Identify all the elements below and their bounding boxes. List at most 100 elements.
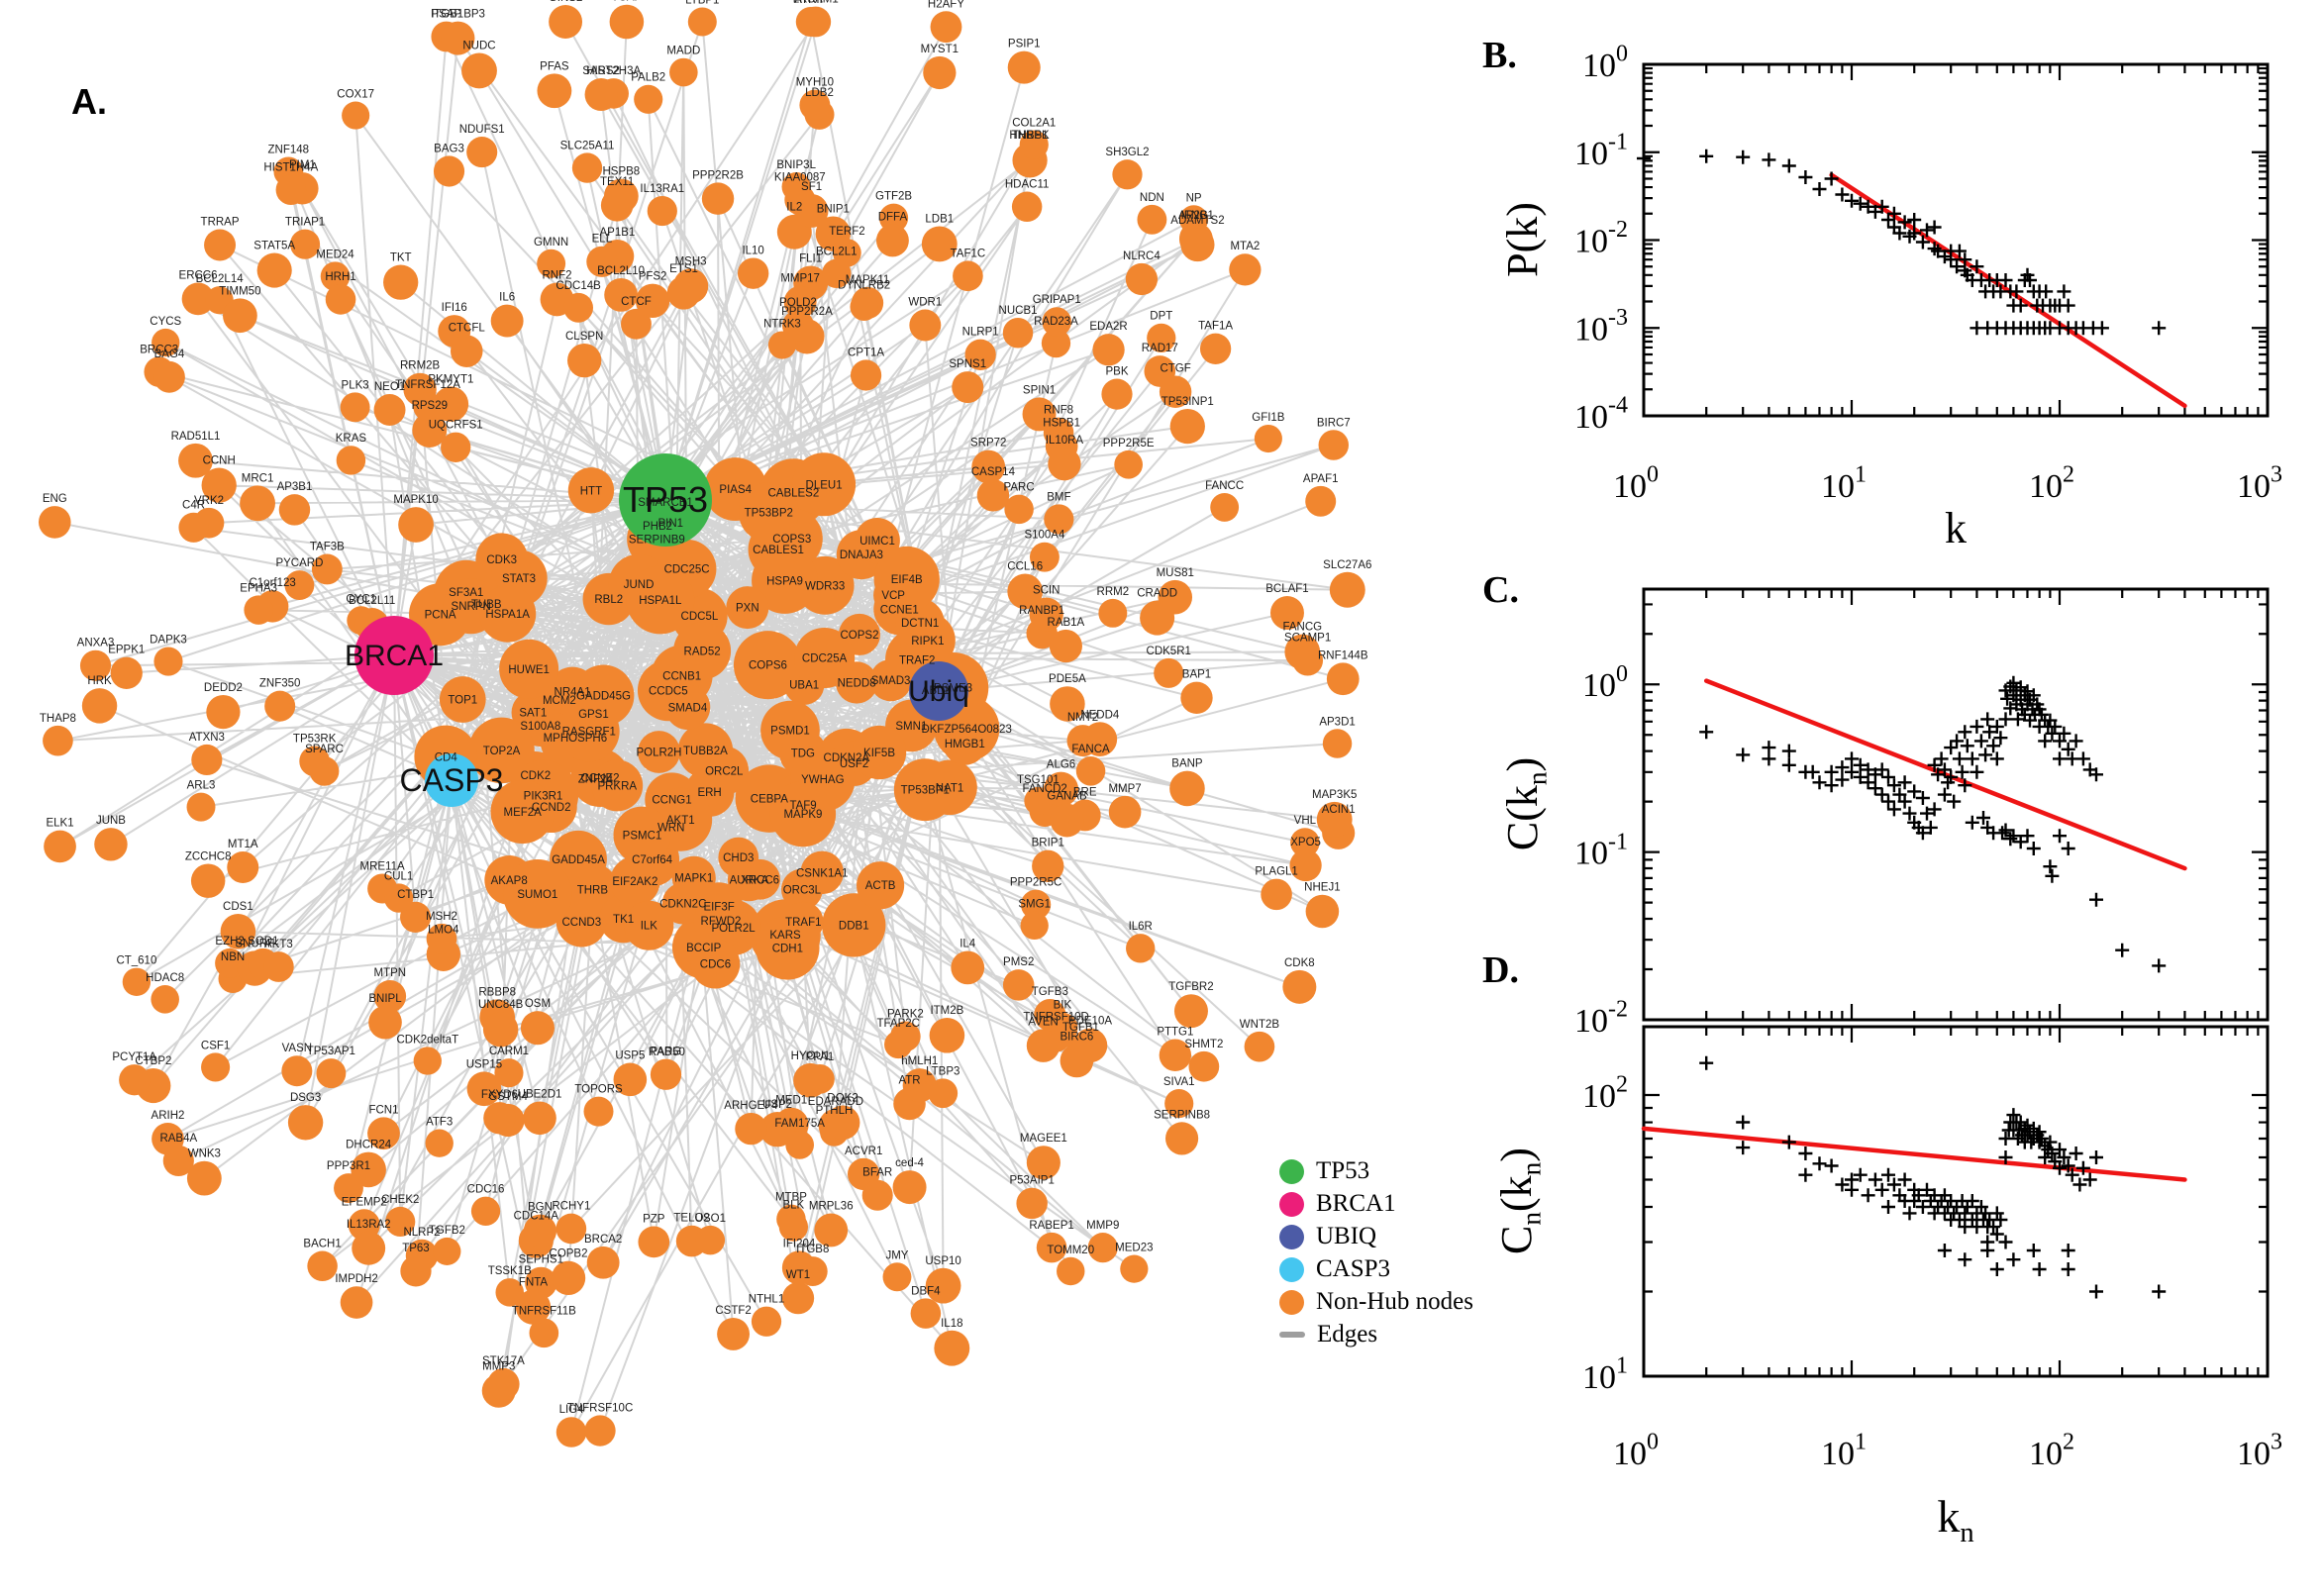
node-label: TK1 [613, 914, 634, 926]
node-label: STAT5A [253, 241, 295, 252]
network-node [325, 284, 356, 315]
node-label: AKAP8 [491, 875, 528, 887]
node-label: CDC25C [664, 564, 710, 576]
network-node [340, 1286, 373, 1319]
network-node [433, 1237, 461, 1265]
network-node [925, 1267, 961, 1304]
node-label: ITGB8 [796, 1244, 829, 1255]
network-node [275, 174, 307, 206]
node-label: EPPK1 [108, 645, 145, 656]
network-node [515, 1289, 552, 1325]
axis-tick-label: 10-1 [1574, 829, 1628, 871]
y-axis-title: Cn​(kn​) [1492, 1147, 1547, 1254]
node-label: SF3A1 [449, 587, 483, 599]
node-label: GRIPAP1 [1033, 294, 1081, 306]
node-label: CTBP2 [135, 1055, 171, 1067]
node-label: TRAF1 [785, 917, 821, 929]
node-label: PSAP [431, 9, 461, 21]
node-label: USF2 [840, 758, 868, 770]
node-label: NLRC4 [1123, 250, 1161, 262]
node-label: TIMM50 [219, 285, 260, 297]
network-node [44, 830, 76, 863]
network-node [669, 57, 698, 87]
node-label: MMP9 [1086, 1220, 1119, 1232]
node-label: NEDD8 [838, 677, 876, 689]
node-label: RRM2 [1097, 586, 1130, 598]
node-label: IL13RA2 [347, 1219, 391, 1231]
node-label: SERPINB8 [1154, 1109, 1210, 1121]
network-node [523, 1101, 556, 1136]
node-label: DBF4 [911, 1285, 941, 1297]
node-label: TP53BP1 [901, 785, 950, 797]
node-label: SCAMP1 [1284, 633, 1331, 645]
network-node [1154, 657, 1184, 688]
node-label: CCNH [203, 455, 236, 467]
node-label: PTTG1 [1157, 1027, 1193, 1039]
axis-tick-label: 101 [1821, 462, 1867, 505]
node-label: NTHL1 [749, 1294, 784, 1306]
node-label: MCM2 [543, 695, 576, 707]
node-label: RNF144B [1318, 649, 1368, 661]
node-label: COPS6 [749, 660, 787, 672]
node-label: ABL1 [922, 685, 950, 697]
node-label: TNFRSF10D [1023, 1012, 1088, 1024]
network-node [1011, 191, 1043, 223]
plot-d-svg: 102 101 100 101 102 103 kn​ Cn​(kn​) [1492, 1025, 2282, 1548]
node-label: UNC84B [478, 999, 524, 1011]
network-node [737, 257, 769, 289]
network-node [537, 73, 572, 109]
network-node [495, 1278, 525, 1307]
hub-node-brca1 [354, 616, 434, 695]
network-node [634, 84, 663, 114]
network-node [383, 883, 414, 913]
network-node [756, 916, 820, 980]
network-node [412, 413, 448, 448]
network-node [1244, 1031, 1275, 1062]
network-node [1164, 1122, 1199, 1155]
network-node [186, 792, 216, 822]
scatter-points [1699, 1055, 2167, 1299]
node-label: TRIAP1 [285, 217, 325, 229]
network-node [373, 979, 407, 1013]
network-node [635, 283, 670, 319]
axis-tick-label: 10-2 [1574, 997, 1628, 1040]
network-node [626, 565, 695, 635]
network-node [586, 246, 618, 277]
network-node [1101, 378, 1133, 410]
node-label: PCYT1A [112, 1051, 156, 1063]
node-label: POLR2L [712, 923, 757, 935]
network-node [857, 861, 905, 910]
network-node [638, 731, 680, 773]
node-label: SPARC [305, 744, 344, 755]
node-label: MRE11A [359, 860, 404, 872]
network-node [490, 304, 524, 338]
node-label: ATRIP [794, 0, 827, 6]
node-label: TP63 [402, 1243, 430, 1254]
network-node [1210, 492, 1240, 522]
node-label: COPS2 [840, 630, 878, 642]
node-label: ANXA3 [77, 638, 115, 649]
node-label: SERPINB9 [629, 534, 685, 546]
node-label: PFS2 [639, 271, 667, 283]
network-node [502, 858, 572, 929]
network-node [94, 828, 128, 861]
network-node [1075, 756, 1106, 786]
ubiq-swatch-icon [1279, 1224, 1304, 1249]
node-label: PSMC1 [623, 831, 662, 843]
node-label: TGFB1 [1062, 1022, 1099, 1034]
node-label: TNFRSF12A [395, 379, 460, 391]
node-label: CHD3 [723, 852, 754, 864]
node-label: SPNS1 [949, 358, 986, 370]
node-label: LMO4 [428, 925, 459, 937]
network-node [1159, 1039, 1192, 1071]
legend-item-ubiq: UBIQ [1279, 1223, 1473, 1249]
network-node [1044, 504, 1074, 535]
network-node [583, 1096, 614, 1127]
network-node [1282, 969, 1317, 1004]
network-node [309, 756, 340, 786]
network-node [781, 1282, 815, 1315]
node-label: FXYD6 [481, 1089, 518, 1101]
network-node [951, 950, 985, 985]
node-label: TAF1A [1198, 321, 1233, 333]
network-node [567, 467, 615, 514]
